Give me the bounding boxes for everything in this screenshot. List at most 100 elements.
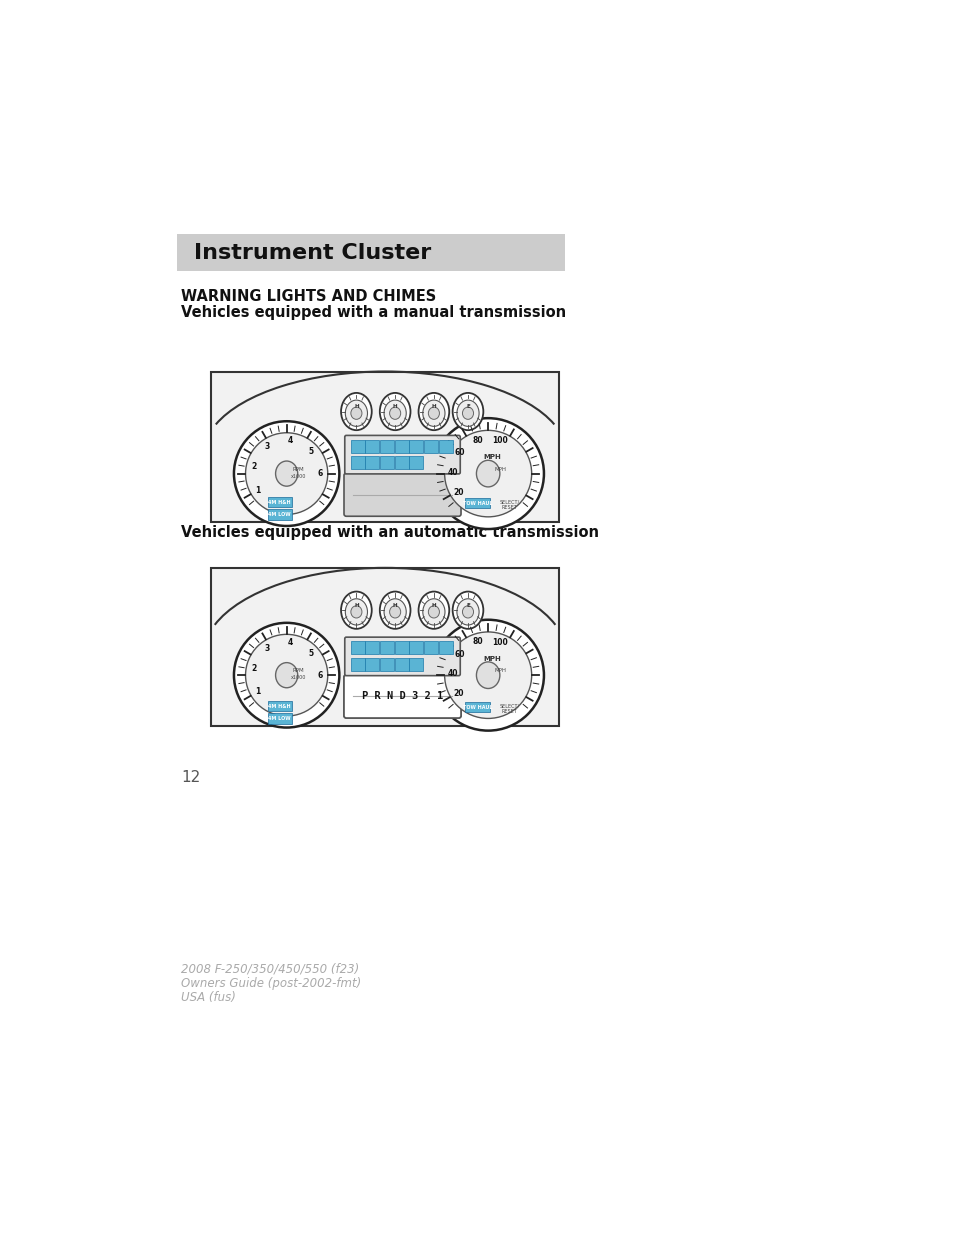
Ellipse shape (428, 606, 439, 618)
Ellipse shape (275, 663, 297, 688)
Ellipse shape (379, 393, 410, 430)
Ellipse shape (341, 393, 372, 430)
Bar (211, 372, 558, 521)
Text: 6: 6 (317, 671, 322, 679)
Text: 4: 4 (287, 436, 293, 446)
Ellipse shape (462, 408, 473, 420)
Text: 100: 100 (492, 436, 508, 446)
Ellipse shape (422, 400, 444, 426)
Ellipse shape (476, 662, 499, 688)
Text: 100: 100 (492, 637, 508, 647)
Text: MPH: MPH (494, 668, 506, 673)
Text: Owners Guide (post-2002-fmt): Owners Guide (post-2002-fmt) (181, 977, 361, 989)
Circle shape (432, 419, 543, 529)
Text: 4M LOW: 4M LOW (268, 511, 291, 516)
FancyBboxPatch shape (350, 641, 364, 655)
Text: 40: 40 (447, 669, 457, 678)
Text: 80: 80 (472, 436, 482, 445)
Ellipse shape (384, 400, 406, 426)
FancyBboxPatch shape (365, 657, 379, 671)
Text: 3: 3 (264, 442, 270, 452)
Ellipse shape (389, 408, 400, 420)
Ellipse shape (351, 408, 361, 420)
Text: 1: 1 (255, 485, 260, 494)
Ellipse shape (462, 606, 473, 618)
Ellipse shape (418, 592, 449, 629)
FancyBboxPatch shape (379, 641, 394, 655)
Text: 20: 20 (453, 488, 463, 496)
Text: 20: 20 (453, 689, 463, 698)
Circle shape (444, 632, 531, 719)
Text: SELECT/
RESET: SELECT/ RESET (499, 704, 519, 714)
Text: H: H (431, 603, 436, 608)
Text: H: H (354, 603, 358, 608)
FancyBboxPatch shape (268, 496, 292, 508)
Ellipse shape (452, 393, 483, 430)
Text: 5: 5 (309, 648, 314, 657)
Ellipse shape (476, 461, 499, 487)
Circle shape (432, 620, 543, 731)
Text: H: H (354, 404, 358, 409)
Text: x1000: x1000 (291, 676, 306, 680)
Text: MPH: MPH (494, 467, 506, 472)
Ellipse shape (345, 599, 367, 625)
Text: Instrument Cluster: Instrument Cluster (194, 243, 431, 263)
FancyBboxPatch shape (438, 440, 453, 453)
FancyBboxPatch shape (464, 703, 490, 713)
FancyBboxPatch shape (365, 440, 379, 453)
FancyBboxPatch shape (268, 700, 292, 711)
FancyBboxPatch shape (395, 657, 408, 671)
Circle shape (444, 430, 531, 516)
FancyBboxPatch shape (395, 641, 408, 655)
Text: 4: 4 (287, 638, 293, 647)
Text: P R N D 3 2 1: P R N D 3 2 1 (361, 692, 443, 701)
Text: 80: 80 (472, 637, 482, 646)
FancyBboxPatch shape (424, 641, 437, 655)
FancyBboxPatch shape (268, 713, 292, 724)
FancyBboxPatch shape (344, 637, 459, 676)
Circle shape (233, 421, 339, 526)
Bar (177, 235, 564, 272)
FancyBboxPatch shape (350, 456, 364, 469)
Text: 2008 F-250/350/450/550 (f23): 2008 F-250/350/450/550 (f23) (181, 963, 359, 976)
FancyBboxPatch shape (365, 641, 379, 655)
FancyBboxPatch shape (365, 456, 379, 469)
Text: H: H (393, 603, 397, 608)
Ellipse shape (275, 461, 297, 487)
Text: 60: 60 (455, 448, 465, 457)
FancyBboxPatch shape (395, 456, 408, 469)
Text: WARNING LIGHTS AND CHIMES: WARNING LIGHTS AND CHIMES (181, 289, 436, 304)
Text: Vehicles equipped with a manual transmission: Vehicles equipped with a manual transmis… (181, 305, 566, 320)
FancyBboxPatch shape (350, 657, 364, 671)
Ellipse shape (341, 592, 372, 629)
Text: 4M H&H: 4M H&H (268, 499, 291, 505)
FancyBboxPatch shape (395, 440, 408, 453)
Text: 2: 2 (252, 462, 256, 472)
FancyBboxPatch shape (409, 657, 423, 671)
Ellipse shape (379, 592, 410, 629)
Circle shape (233, 622, 339, 727)
Text: 4M H&H: 4M H&H (268, 704, 291, 709)
FancyBboxPatch shape (379, 440, 394, 453)
Ellipse shape (418, 393, 449, 430)
Text: 4M LOW: 4M LOW (268, 716, 291, 721)
Text: 2: 2 (252, 664, 256, 673)
Circle shape (245, 432, 328, 515)
Text: 12: 12 (181, 771, 200, 785)
FancyBboxPatch shape (268, 509, 292, 520)
Text: RPM: RPM (293, 668, 304, 673)
FancyBboxPatch shape (379, 456, 394, 469)
FancyBboxPatch shape (344, 473, 460, 516)
Text: 1: 1 (255, 687, 260, 697)
Ellipse shape (389, 606, 400, 618)
Bar (211, 568, 558, 726)
Ellipse shape (456, 599, 478, 625)
Text: E: E (466, 404, 470, 409)
Ellipse shape (345, 400, 367, 426)
FancyBboxPatch shape (379, 657, 394, 671)
FancyBboxPatch shape (350, 440, 364, 453)
Text: RPM: RPM (293, 467, 304, 472)
Text: MPH: MPH (482, 454, 500, 459)
FancyBboxPatch shape (464, 498, 490, 508)
Text: MPH: MPH (482, 656, 500, 662)
